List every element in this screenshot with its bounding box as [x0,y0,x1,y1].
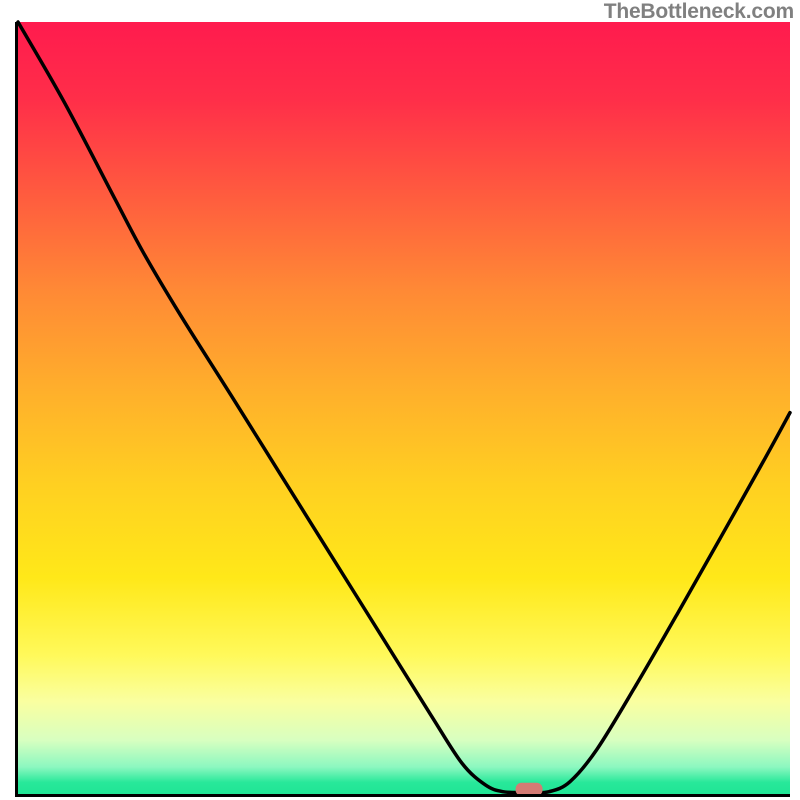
bottleneck-curve [18,22,790,793]
watermark-text: TheBottleneck.com [604,0,794,24]
y-axis [15,22,18,797]
chart-container: { "watermark": { "text": "TheBottleneck.… [0,0,800,800]
x-axis [15,794,790,797]
plot-area [18,22,790,794]
curve-layer [18,22,790,794]
